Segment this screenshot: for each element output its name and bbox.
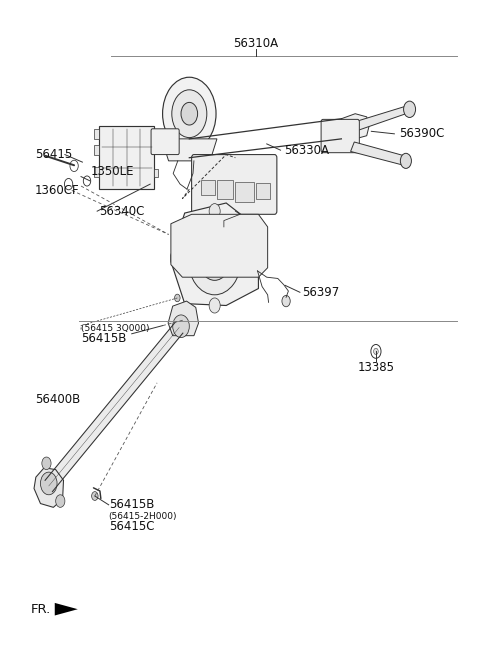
Polygon shape xyxy=(350,106,409,131)
Circle shape xyxy=(172,90,207,138)
FancyBboxPatch shape xyxy=(192,155,277,214)
Circle shape xyxy=(42,457,51,470)
Bar xyxy=(201,179,215,195)
Polygon shape xyxy=(55,603,78,616)
Circle shape xyxy=(175,251,186,266)
Circle shape xyxy=(40,472,57,495)
Polygon shape xyxy=(34,468,63,508)
FancyBboxPatch shape xyxy=(321,119,360,153)
Circle shape xyxy=(373,348,378,354)
Bar xyxy=(94,167,99,177)
Polygon shape xyxy=(168,301,199,335)
Text: 56330A: 56330A xyxy=(284,143,329,157)
Circle shape xyxy=(244,251,255,266)
Circle shape xyxy=(209,204,220,219)
Circle shape xyxy=(181,102,198,125)
Polygon shape xyxy=(341,114,369,139)
Circle shape xyxy=(199,236,231,280)
Circle shape xyxy=(56,495,65,508)
Circle shape xyxy=(404,101,416,117)
Bar xyxy=(217,179,233,198)
Bar xyxy=(154,144,158,151)
Text: 56390C: 56390C xyxy=(399,127,444,140)
Bar xyxy=(235,181,254,202)
Text: (56415-2H000): (56415-2H000) xyxy=(108,512,177,521)
Polygon shape xyxy=(162,139,217,161)
Text: 1360CF: 1360CF xyxy=(35,184,80,197)
Text: 56340C: 56340C xyxy=(99,204,145,217)
Circle shape xyxy=(84,176,91,186)
Circle shape xyxy=(173,315,189,337)
Circle shape xyxy=(209,298,220,313)
Circle shape xyxy=(70,160,78,172)
Text: 56400B: 56400B xyxy=(35,393,80,406)
FancyBboxPatch shape xyxy=(99,126,154,189)
Bar xyxy=(94,145,99,155)
Text: 56415: 56415 xyxy=(35,148,72,161)
FancyBboxPatch shape xyxy=(151,129,179,155)
Bar xyxy=(94,130,99,139)
Text: 1350LE: 1350LE xyxy=(90,165,134,178)
Circle shape xyxy=(282,295,290,307)
Circle shape xyxy=(64,178,73,190)
Text: 56415B: 56415B xyxy=(81,332,126,345)
Circle shape xyxy=(175,294,180,302)
Text: 56415B: 56415B xyxy=(108,498,154,512)
Text: 56397: 56397 xyxy=(302,286,339,299)
Bar xyxy=(154,169,158,177)
Polygon shape xyxy=(350,142,407,165)
Circle shape xyxy=(188,222,241,295)
Polygon shape xyxy=(171,214,268,277)
Circle shape xyxy=(163,77,216,150)
Polygon shape xyxy=(171,203,258,305)
Bar xyxy=(256,183,270,198)
Text: 56415C: 56415C xyxy=(108,519,154,533)
Text: 13385: 13385 xyxy=(358,361,395,373)
Polygon shape xyxy=(45,322,183,492)
Text: 56310A: 56310A xyxy=(234,37,279,50)
Circle shape xyxy=(400,153,411,168)
Circle shape xyxy=(92,492,98,500)
Circle shape xyxy=(208,249,222,268)
Text: (56415 3Q000): (56415 3Q000) xyxy=(81,324,150,333)
Text: FR.: FR. xyxy=(30,603,50,616)
Circle shape xyxy=(371,345,381,358)
